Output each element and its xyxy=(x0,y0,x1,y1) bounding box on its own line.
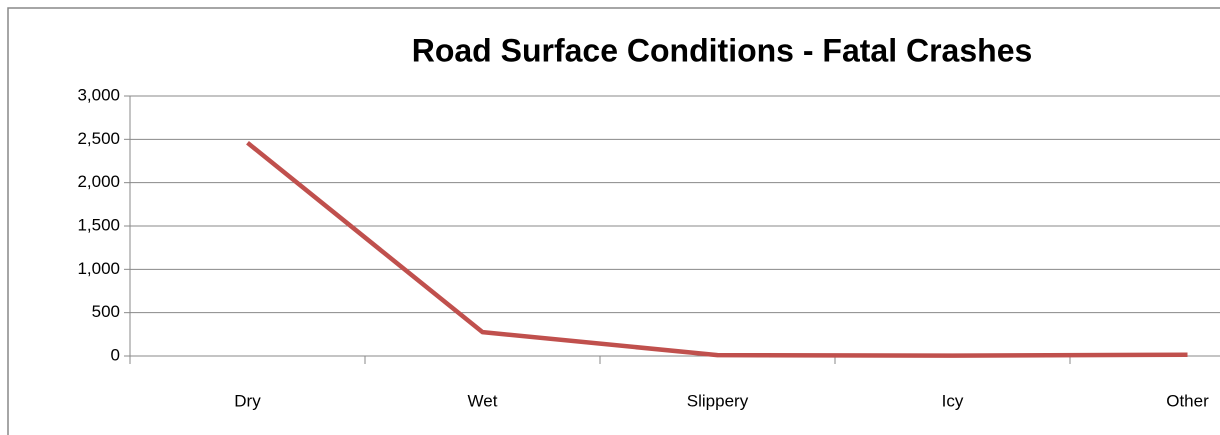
x-tick-label: Slippery xyxy=(687,391,749,410)
y-tick-label: 0 xyxy=(111,345,120,364)
y-tick-label: 3,000 xyxy=(77,85,120,104)
y-tick-label: 1,000 xyxy=(77,259,120,278)
chart-title: Road Surface Conditions - Fatal Crashes xyxy=(412,32,1033,68)
x-tick-label: Other xyxy=(1166,391,1209,410)
y-tick-label: 2,500 xyxy=(77,129,120,148)
y-tick-label: 2,000 xyxy=(77,172,120,191)
chart-border xyxy=(7,7,1220,435)
x-tick-label: Icy xyxy=(942,391,964,410)
y-tick-label: 500 xyxy=(92,302,120,321)
data-line xyxy=(246,141,1188,358)
y-tick-label: 1,500 xyxy=(77,215,120,234)
x-tick-label: Dry xyxy=(234,391,261,410)
x-tick-label: Wet xyxy=(468,391,498,410)
